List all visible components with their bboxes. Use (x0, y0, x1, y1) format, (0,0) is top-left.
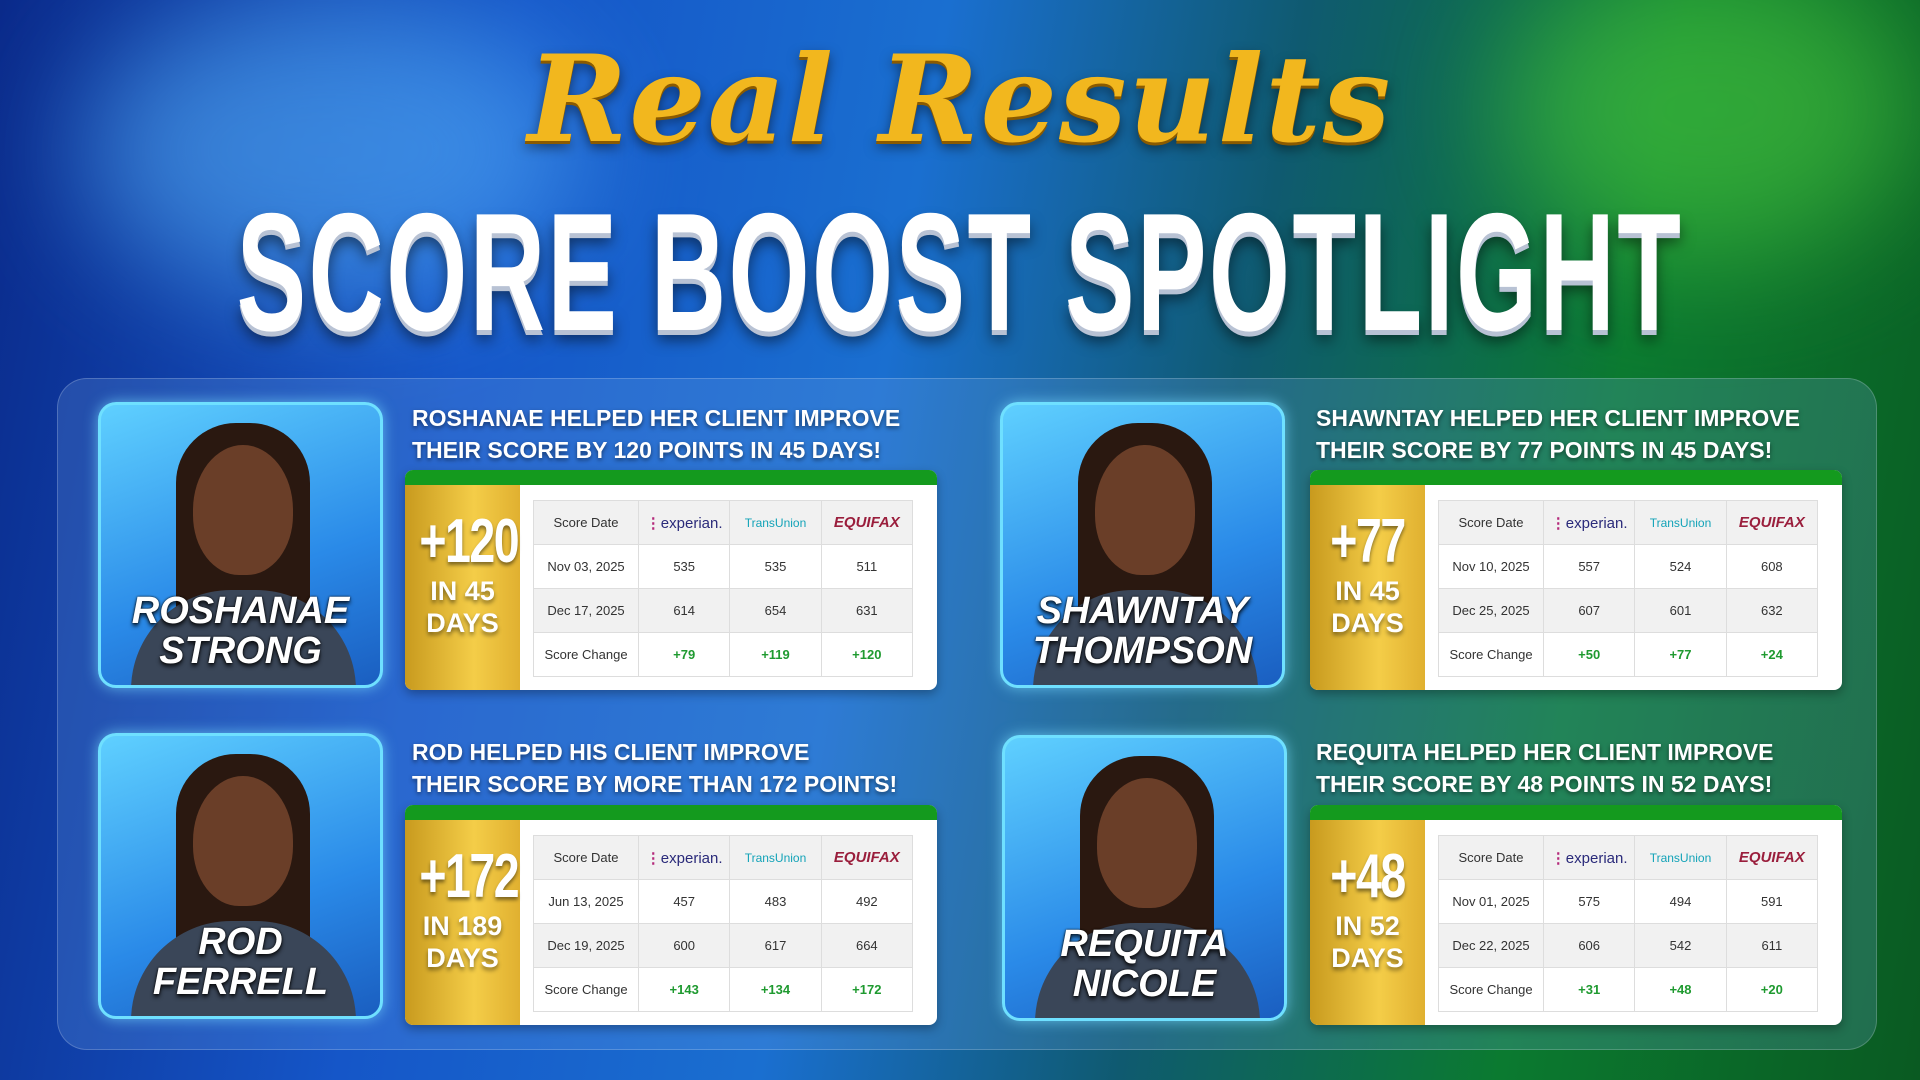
score-card: +172 IN 189 DAYS Score Date ⋮experian. Tra… (405, 805, 937, 1025)
person-name: SHAWNTAY THOMPSON (1032, 590, 1253, 672)
score-table: Score Date ⋮experian. TransUnion EQUIFAX… (533, 500, 914, 677)
transunion-logo: TransUnion (729, 835, 822, 880)
face-shape (1095, 445, 1195, 575)
profile-photo: SHAWNTAY THOMPSON (1000, 402, 1285, 688)
person-name: ROD FERRELL (152, 921, 329, 1003)
score-change-row: Score Change +79 +119 +120 (533, 632, 914, 677)
table-row: Dec 25, 2025 607 601 632 (1438, 588, 1819, 633)
green-bar (1310, 470, 1842, 485)
table-header-row: Score Date ⋮experian. TransUnion EQUIFAX (533, 500, 914, 545)
score-table: Score Date ⋮experian. TransUnion EQUIFAX… (533, 835, 914, 1012)
score-change-row: Score Change +50 +77 +24 (1438, 632, 1819, 677)
profile-photo: ROD FERRELL (98, 733, 383, 1019)
table-header-row: Score Date ⋮experian. TransUnion EQUIFAX (533, 835, 914, 880)
equifax-logo: EQUIFAX (820, 835, 914, 880)
table-row: Nov 03, 2025 535 535 511 (533, 544, 914, 589)
table-row: Dec 17, 2025 614 654 631 (533, 588, 914, 633)
table-header-row: Score Date ⋮experian. TransUnion EQUIFAX (1438, 500, 1819, 545)
green-bar (1310, 805, 1842, 820)
boost-badge: +172 IN 189 DAYS (405, 820, 520, 1025)
transunion-logo: TransUnion (1634, 835, 1727, 880)
table-row: Jun 13, 2025 457 483 492 (533, 879, 914, 924)
result-headline: ROD HELPED HIS CLIENT IMPROVE THEIR SCORE… (412, 739, 898, 797)
table-header-row: Score Date ⋮experian. TransUnion EQUIFAX (1438, 835, 1819, 880)
score-change-row: Score Change +143 +134 +172 (533, 967, 914, 1012)
equifax-logo: EQUIFAX (1725, 500, 1819, 545)
face-shape (193, 445, 293, 575)
boost-badge: +120 IN 45 DAYS (405, 485, 520, 690)
result-headline: REQUITA HELPED HER CLIENT IMPROVE THEIR S… (1316, 739, 1774, 797)
face-shape (1097, 778, 1197, 908)
score-card: +120 IN 45 DAYS Score Date ⋮experian. Tran… (405, 470, 937, 690)
person-name: ROSHANAE STRONG (131, 590, 350, 672)
score-card: +77 IN 45 DAYS Score Date ⋮experian. Trans… (1310, 470, 1842, 690)
table-row: Dec 19, 2025 600 617 664 (533, 923, 914, 968)
table-row: Nov 01, 2025 575 494 591 (1438, 879, 1819, 924)
boost-badge: +77 IN 45 DAYS (1310, 485, 1425, 690)
equifax-logo: EQUIFAX (820, 500, 914, 545)
light-glow (80, 0, 580, 300)
page-title: SCORE BOOST SPOTLIGHT (236, 178, 1684, 366)
score-change-row: Score Change +31 +48 +20 (1438, 967, 1819, 1012)
score-table: Score Date ⋮experian. TransUnion EQUIFAX… (1438, 835, 1819, 1012)
result-headline: ROSHANAE HELPED HER CLIENT IMPROVE THEIR … (412, 405, 901, 463)
transunion-logo: TransUnion (1634, 500, 1727, 545)
experian-logo: ⋮experian. (1542, 500, 1636, 545)
experian-logo: ⋮experian. (637, 835, 731, 880)
transunion-logo: TransUnion (729, 500, 822, 545)
result-headline: SHAWNTAY HELPED HER CLIENT IMPROVE THEIR … (1316, 405, 1800, 463)
score-card: +48 IN 52 DAYS Score Date ⋮experian. Trans… (1310, 805, 1842, 1025)
light-glow (1500, 0, 1920, 260)
experian-logo: ⋮experian. (1542, 835, 1636, 880)
table-row: Nov 10, 2025 557 524 608 (1438, 544, 1819, 589)
script-title: Real Results (527, 29, 1393, 170)
score-table: Score Date ⋮experian. TransUnion EQUIFAX… (1438, 500, 1819, 677)
green-bar (405, 470, 937, 485)
face-shape (193, 776, 293, 906)
equifax-logo: EQUIFAX (1725, 835, 1819, 880)
green-bar (405, 805, 937, 820)
table-row: Dec 22, 2025 606 542 611 (1438, 923, 1819, 968)
person-name: REQUITA NICOLE (1060, 923, 1229, 1005)
profile-photo: REQUITA NICOLE (1002, 735, 1287, 1021)
experian-logo: ⋮experian. (637, 500, 731, 545)
boost-badge: +48 IN 52 DAYS (1310, 820, 1425, 1025)
profile-photo: ROSHANAE STRONG (98, 402, 383, 688)
